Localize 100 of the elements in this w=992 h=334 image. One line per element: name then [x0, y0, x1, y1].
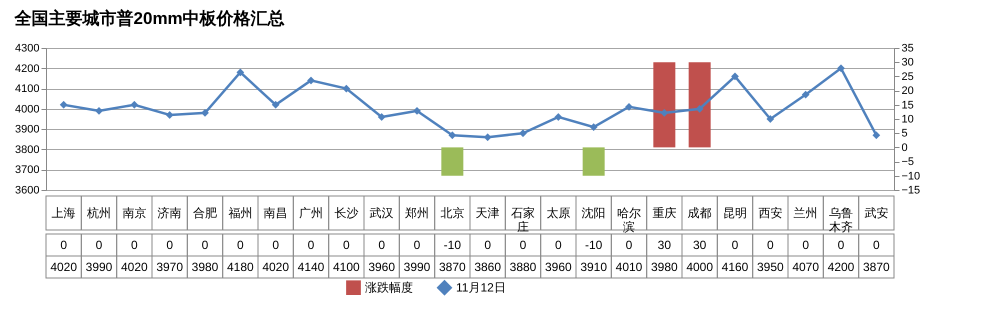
data-label: 0: [202, 238, 209, 252]
point: [201, 109, 209, 117]
point: [272, 100, 280, 109]
data-label: 0: [308, 238, 315, 252]
x-tick-label: 合肥: [193, 206, 217, 220]
point: [60, 100, 68, 109]
data-label: 0: [378, 238, 386, 252]
data-label: 3860: [474, 260, 502, 274]
data-label: 4020: [50, 260, 78, 274]
data-label: 3980: [650, 260, 678, 274]
y-tick-label: 4300: [15, 42, 40, 54]
data-label: 30: [658, 238, 672, 252]
data-label: 4070: [792, 260, 820, 274]
point: [554, 113, 562, 121]
y2-tick-label: −10: [902, 170, 920, 182]
data-label: 0: [130, 238, 138, 252]
point: [590, 123, 598, 131]
x-tick-label: 哈尔滨: [617, 206, 641, 234]
legend-label: 涨跌幅度: [365, 280, 413, 295]
data-label: 4140: [298, 260, 325, 274]
x-tick-label: 石家庄: [511, 206, 535, 234]
y2-tick-label: 15: [902, 99, 914, 112]
data-label: 0: [626, 238, 633, 252]
y2-tick-label: 10: [902, 114, 914, 126]
data-label: 0: [236, 238, 244, 252]
point: [625, 102, 633, 111]
y2-tick-label: −5: [902, 156, 914, 168]
data-label: 3970: [156, 260, 184, 274]
point: [484, 133, 492, 142]
data-label: 0: [520, 238, 527, 252]
y2-tick-label: 25: [902, 70, 914, 83]
x-tick-label: 西安: [758, 206, 782, 220]
data-label: 4160: [722, 260, 749, 274]
data-label: -10: [444, 238, 462, 252]
x-tick-label: 乌鲁木齐: [829, 206, 853, 234]
data-label: 4020: [262, 260, 290, 274]
x-tick-label: 成都: [688, 206, 712, 220]
data-label: 3960: [368, 260, 396, 274]
data-label: 0: [766, 238, 774, 252]
x-tick-label: 武汉: [370, 206, 394, 220]
data-label: 0: [802, 238, 810, 252]
chart-title: 全国主要城市普20mm中板价格汇总: [14, 8, 285, 28]
data-label: 0: [60, 238, 68, 252]
y2-tick-label: 5: [902, 128, 908, 140]
data-label: 4020: [120, 260, 148, 274]
legend-label: 11月12日: [456, 280, 506, 295]
data-label: 0: [166, 238, 174, 252]
data-label: 0: [554, 238, 562, 252]
data-label: 0: [96, 238, 103, 252]
point: [837, 64, 845, 72]
x-tick-label: 南京: [122, 206, 146, 220]
data-label: -10: [584, 238, 603, 252]
x-tick-label: 上海: [52, 206, 76, 220]
point: [448, 131, 456, 140]
data-label: 0: [484, 238, 492, 252]
point: [731, 72, 739, 80]
y2-tick-label: 30: [902, 56, 914, 69]
point: [236, 68, 244, 76]
data-label: 3980: [192, 260, 219, 274]
y2-tick-label: 0: [902, 142, 908, 154]
y-tick-label: 3800: [15, 144, 40, 156]
point: [660, 109, 668, 117]
point: [378, 113, 386, 121]
y2-tick-label: −15: [902, 184, 920, 196]
y-tick-label: 3600: [15, 184, 40, 196]
data-label: 4000: [686, 260, 714, 274]
y-tick-label: 3900: [15, 124, 40, 136]
x-tick-label: 南昌: [264, 206, 288, 220]
y-tick-label: 4200: [15, 62, 40, 75]
x-tick-label: 重庆: [652, 206, 676, 220]
x-tick-label: 武安: [864, 206, 888, 220]
point: [130, 100, 138, 109]
point: [342, 84, 350, 92]
y-tick-label: 3700: [15, 164, 40, 176]
data-label: 4180: [226, 260, 254, 274]
x-tick-label: 天津: [476, 206, 500, 220]
point: [95, 107, 103, 115]
point: [413, 107, 421, 115]
data-label: 4010: [616, 260, 643, 274]
data-label: 3990: [86, 260, 113, 274]
data-label: 3910: [580, 260, 608, 274]
data-label: 0: [838, 238, 845, 252]
point: [519, 129, 527, 138]
x-tick-label: 杭州: [86, 206, 111, 220]
y2-tick-label: 20: [902, 85, 914, 98]
x-tick-label: 长沙: [334, 206, 358, 220]
x-tick-label: 沈阳: [582, 206, 606, 220]
point: [696, 104, 704, 113]
data-label: 0: [872, 238, 880, 252]
data-label: 3990: [404, 260, 431, 274]
data-label: 30: [692, 238, 707, 252]
data-label: 0: [342, 238, 350, 252]
data-label: 3960: [544, 260, 572, 274]
x-tick-label: 济南: [158, 206, 182, 220]
y2-tick-label: 35: [902, 42, 914, 54]
x-tick-label: 北京: [440, 206, 464, 220]
y-tick-label: 4000: [15, 103, 40, 116]
x-tick-label: 昆明: [723, 206, 747, 220]
y-tick-label: 4100: [15, 83, 40, 96]
data-label: 4100: [332, 260, 360, 274]
